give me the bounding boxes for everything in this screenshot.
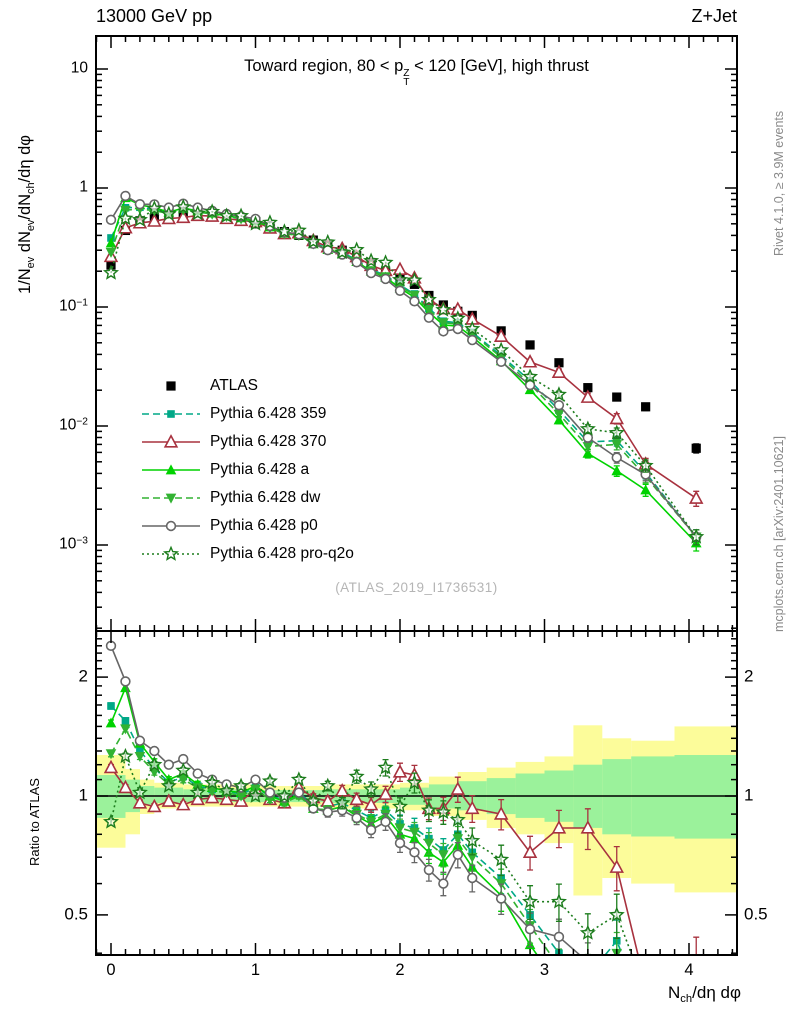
legend-label: Pythia 6.428 370 (210, 433, 327, 450)
beam-energy-label: 13000 GeV pp (96, 6, 213, 26)
legend-label: Pythia 6.428 pro-q2o (210, 545, 354, 562)
header-row: 13000 GeV pp Z+Jet (96, 6, 737, 27)
legend-sample-pyp0 (142, 520, 200, 532)
legend-item-py359: Pythia 6.428 359 (140, 400, 354, 428)
legend-item-pya: Pythia 6.428 a (140, 456, 354, 484)
y-ratio-tick-label-right: 1 (744, 785, 754, 805)
legend-sample-pydw (142, 493, 200, 504)
rivet-version-credit: Rivet 4.1.0, ≥ 3.9M events (772, 110, 786, 256)
x-tick-label: 4 (684, 961, 694, 979)
x-tick-label: 2 (395, 961, 405, 979)
legend-sample-pyproq2o (142, 545, 200, 561)
x-tick-label: 3 (539, 961, 550, 979)
series-pyproq2o-ratio (102, 747, 633, 955)
y-ratio-tick-label-right: 0.5 (744, 904, 768, 924)
legend-label: Pythia 6.428 p0 (210, 517, 318, 534)
legend-label: Pythia 6.428 359 (210, 405, 327, 422)
y-ratio-tick-label-left: 1 (78, 785, 88, 805)
legend-item-pyp0: Pythia 6.428 p0 (140, 512, 354, 540)
y-ratio-tick-label-left: 2 (78, 666, 88, 686)
y-ratio-tick-label-left: 0.5 (64, 904, 88, 924)
legend-label: Pythia 6.428 dw (210, 489, 321, 506)
legend-item-atlas: ATLAS (140, 372, 354, 400)
y-axis-title-main: 1/Nev dNev/dNch/dη dφ (16, 135, 37, 294)
legend-label: Pythia 6.428 a (210, 461, 310, 478)
legend-sample-py370 (142, 434, 200, 448)
legend-sample-atlas (166, 381, 176, 391)
y-main-tick-label: 10−1 (59, 297, 88, 315)
process-label: Z+Jet (691, 6, 737, 26)
y-ratio-tick-label-right: 2 (744, 666, 754, 686)
y-main-tick-label: 1 (79, 178, 88, 196)
y-main-tick-label: 10 (70, 59, 88, 77)
analysis-watermark: (ATLAS_2019_I1736531) (335, 580, 498, 595)
y-main-tick-label: 10−3 (59, 535, 88, 553)
legend-item-py370: Pythia 6.428 370 (140, 428, 354, 456)
y-main-tick-label: 10−2 (59, 416, 88, 434)
legend-label: ATLAS (210, 377, 258, 394)
legend-item-pydw: Pythia 6.428 dw (140, 484, 354, 512)
legend-item-pyproq2o: Pythia 6.428 pro-q2o (140, 540, 354, 568)
series-pyproq2o-main (102, 198, 705, 546)
x-tick-label: 0 (106, 961, 116, 979)
axis-ticks (95, 36, 737, 955)
x-axis-title: Nch/dη dφ (668, 983, 741, 1005)
legend-sample-py359 (142, 410, 200, 418)
legend: ATLAS Pythia 6.428 359 Pythia 6.428 370 Pyt… (140, 372, 354, 568)
x-tick-label: 1 (250, 961, 261, 979)
y-axis-title-ratio: Ratio to ATLAS (27, 778, 42, 866)
mcplots-credit: mcplots.cern.ch [arXiv:2401.10621] (772, 436, 786, 632)
legend-sample-pya (142, 464, 200, 475)
